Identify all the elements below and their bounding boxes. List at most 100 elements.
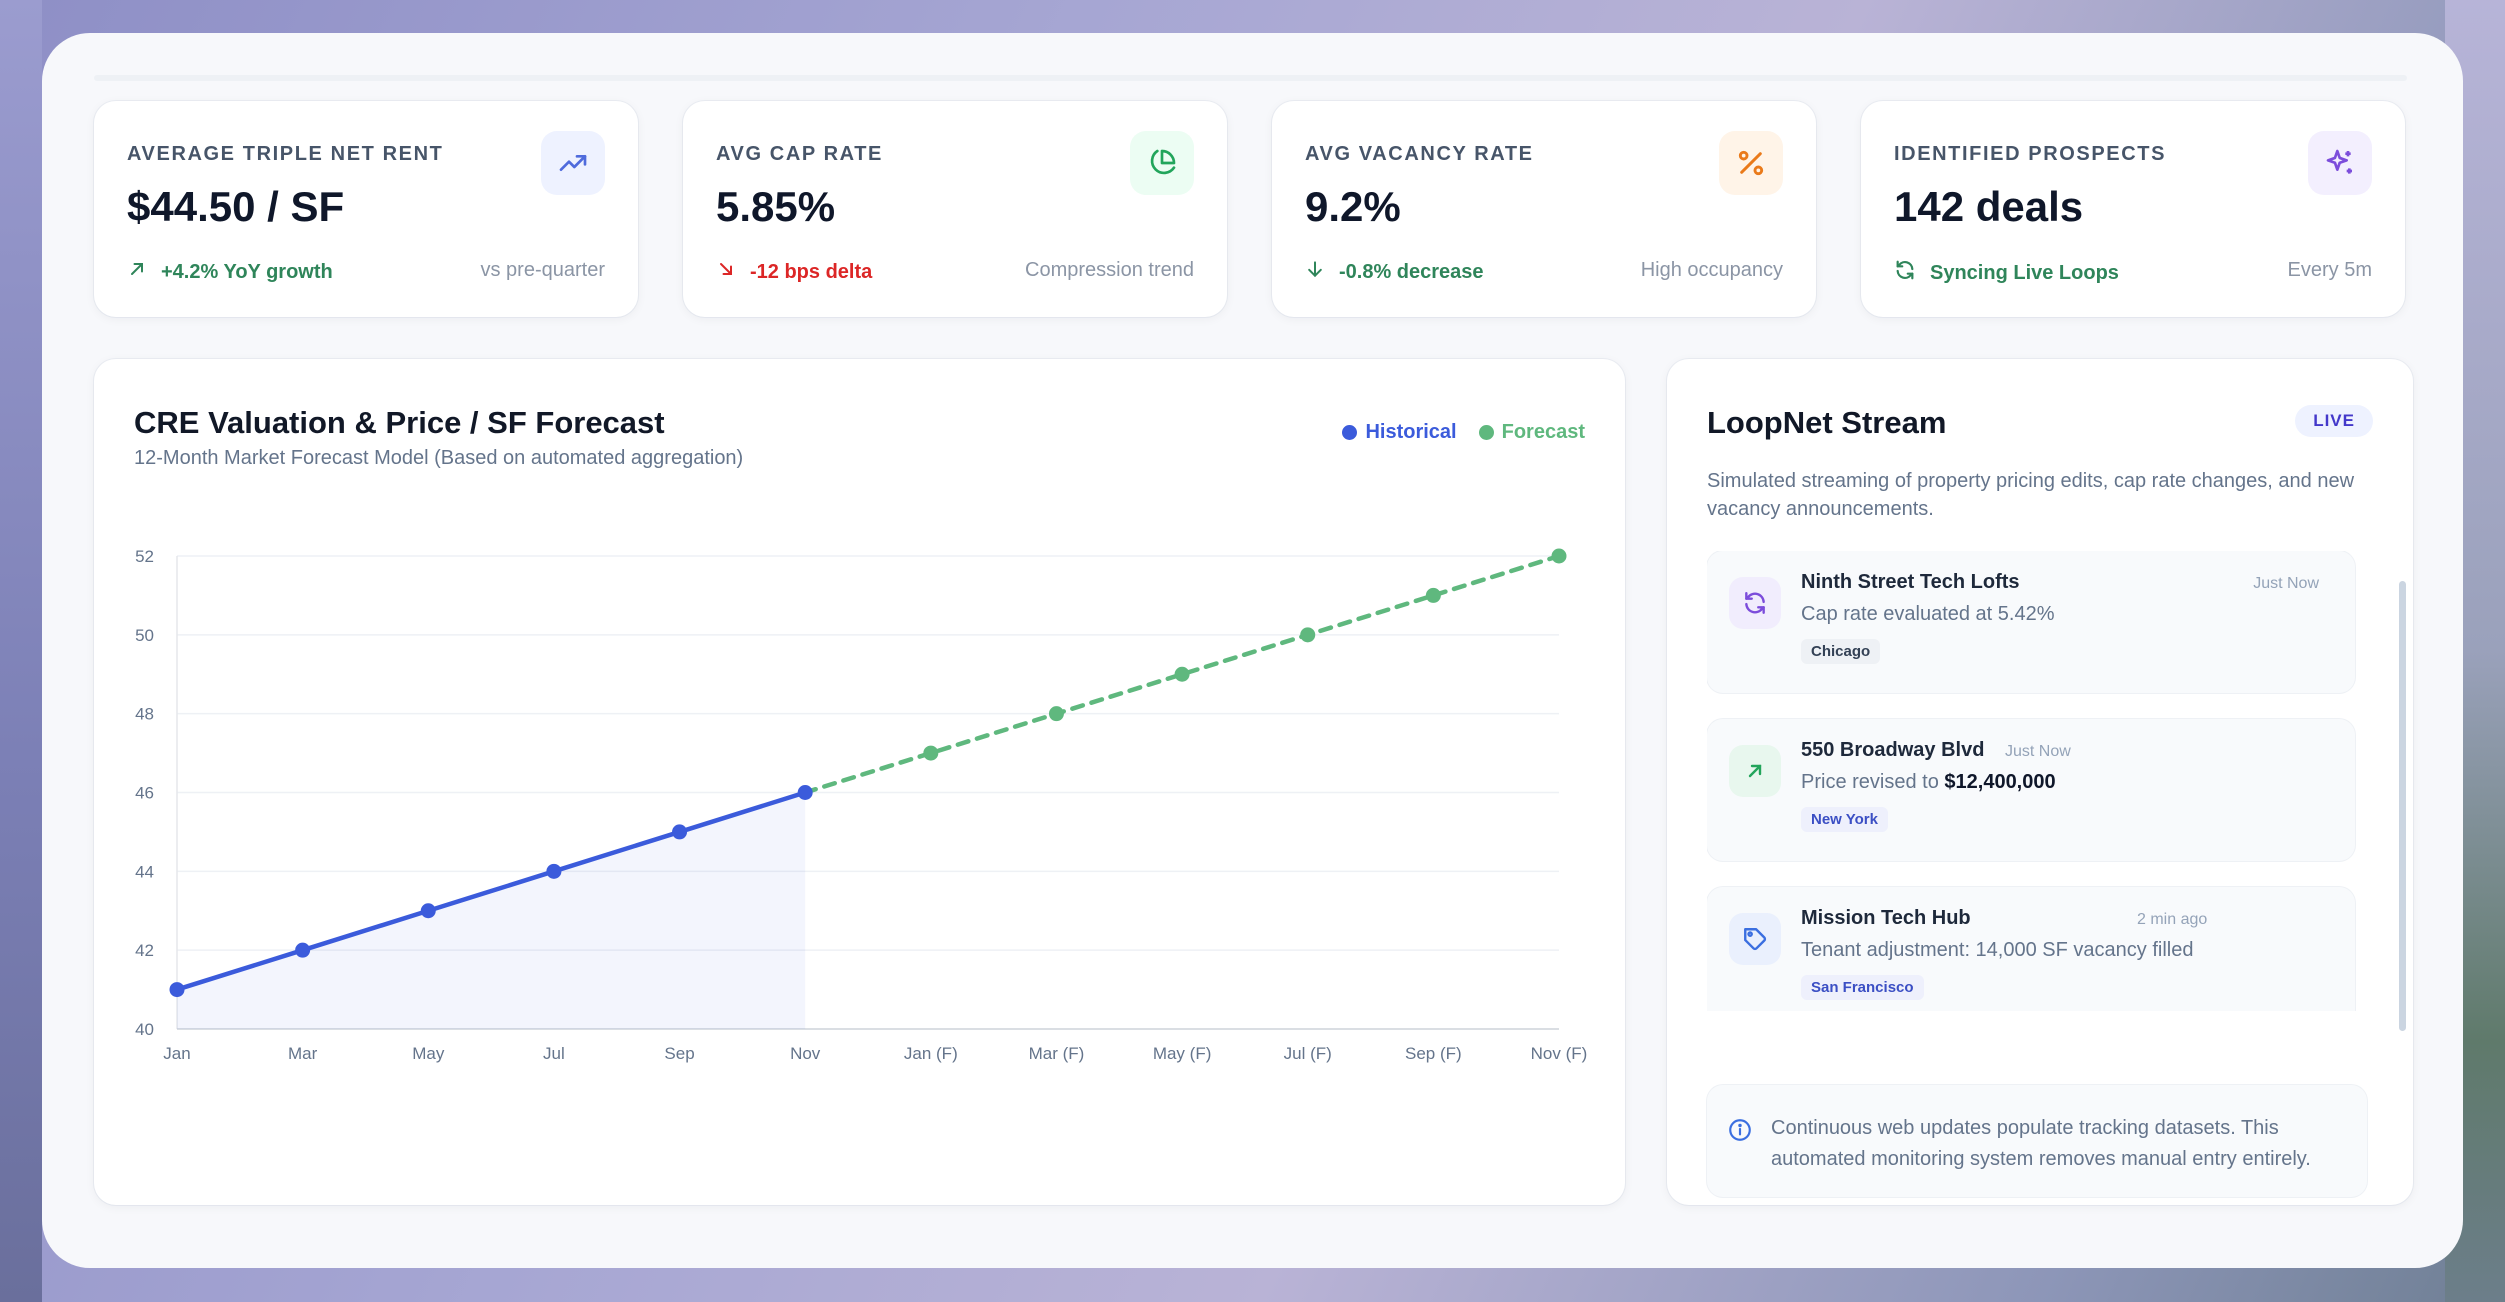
location-tag: New York bbox=[1801, 807, 1888, 832]
x-tick-label: Nov bbox=[790, 1044, 821, 1063]
kpi-label: IDENTIFIED PROSPECTS bbox=[1894, 143, 2167, 165]
live-badge: LIVE bbox=[2295, 405, 2373, 437]
historical-line bbox=[176, 790, 806, 992]
historical-point bbox=[546, 863, 562, 879]
historical-point bbox=[169, 982, 185, 998]
kpi-trend: Syncing Live Loops bbox=[1930, 261, 2119, 284]
x-tick-label: Jan bbox=[163, 1044, 190, 1063]
kpi-value: 142 deals bbox=[1894, 183, 2084, 230]
chart-legend: Historical Forecast bbox=[1342, 421, 1585, 444]
forecast-point bbox=[1174, 666, 1190, 682]
kpi-value: 9.2% bbox=[1305, 183, 1401, 230]
historical-area bbox=[177, 792, 806, 1029]
item-time: 2 min ago bbox=[2137, 911, 2208, 928]
legend-dot-icon bbox=[1478, 425, 1494, 440]
refresh-icon bbox=[1729, 577, 1781, 629]
chart-title: CRE Valuation & Price / SF Forecast bbox=[134, 405, 665, 440]
item-time: Just Now bbox=[2005, 743, 2071, 760]
kpi-card-vacancy: AVG VACANCY RATE 9.2% -0.8% decrease Hig… bbox=[1272, 101, 1816, 317]
forecast-point bbox=[1425, 587, 1441, 603]
y-tick-label: 42 bbox=[135, 941, 154, 960]
x-tick-label: Mar bbox=[288, 1044, 318, 1063]
location-tag: San Francisco bbox=[1801, 975, 1924, 1000]
chart-subtitle: 12-Month Market Forecast Model (Based on… bbox=[134, 447, 744, 469]
kpi-value: 5.85% bbox=[716, 183, 836, 230]
x-tick-label: Mar (F) bbox=[1029, 1044, 1085, 1063]
historical-point bbox=[295, 942, 311, 958]
x-tick-label: Jul bbox=[543, 1044, 565, 1063]
legend-forecast-label: Forecast bbox=[1501, 421, 1585, 443]
x-tick-label: Jul (F) bbox=[1284, 1044, 1332, 1063]
forecast-point bbox=[1300, 627, 1316, 643]
tag-icon bbox=[1729, 913, 1781, 965]
arrow-down-right-icon bbox=[716, 259, 736, 285]
loopnet-stream-card: LoopNet Stream LIVE Simulated streaming … bbox=[1667, 359, 2413, 1205]
item-title: 550 Broadway Blvd bbox=[1801, 739, 1985, 761]
x-tick-label: Nov (F) bbox=[1531, 1044, 1588, 1063]
kpi-trend: -0.8% decrease bbox=[1339, 260, 1484, 283]
item-text: Tenant adjustment: 14,000 SF vacancy fil… bbox=[1801, 939, 2193, 962]
stream-description: Simulated streaming of property pricing … bbox=[1707, 470, 2355, 520]
stream-title: LoopNet Stream bbox=[1707, 405, 1947, 440]
pie-chart-icon bbox=[1130, 131, 1194, 195]
info-icon bbox=[1727, 1117, 1753, 1148]
y-tick-label: 46 bbox=[135, 784, 154, 803]
x-tick-label: Sep (F) bbox=[1405, 1044, 1462, 1063]
y-tick-label: 52 bbox=[135, 547, 154, 566]
refresh-icon bbox=[1894, 259, 1916, 287]
historical-point bbox=[420, 903, 436, 919]
stream-feed[interactable]: Ninth Street Tech Lofts Just Now Cap rat… bbox=[1707, 551, 2367, 1011]
forecast-chart-card: CRE Valuation & Price / SF Forecast 12-M… bbox=[94, 359, 1625, 1205]
item-text-main: Price revised to bbox=[1801, 771, 1945, 793]
historical-point bbox=[797, 785, 813, 800]
info-box: Continuous web updates populate tracking… bbox=[1707, 1085, 2367, 1197]
legend-dot-icon bbox=[1342, 425, 1358, 440]
item-title: Mission Tech Hub bbox=[1801, 907, 1971, 929]
kpi-trend: -12 bps delta bbox=[750, 260, 873, 283]
kpi-card-rent: AVERAGE TRIPLE NET RENT $44.50 / SF +4.2… bbox=[94, 101, 638, 317]
kpi-label: AVG CAP RATE bbox=[716, 143, 883, 165]
feed-scrollbar[interactable] bbox=[2399, 581, 2406, 1031]
list-item[interactable]: 550 Broadway Blvd Just Now Price revised… bbox=[1707, 719, 2355, 861]
item-title: Ninth Street Tech Lofts bbox=[1801, 571, 2020, 593]
x-tick-label: May (F) bbox=[1153, 1044, 1212, 1063]
legend-historical-label: Historical bbox=[1365, 421, 1457, 443]
forecast-point bbox=[1551, 548, 1567, 564]
item-time: Just Now bbox=[2253, 575, 2319, 592]
kpi-note: Every 5m bbox=[2287, 259, 2372, 281]
percent-icon bbox=[1719, 131, 1783, 195]
legend-forecast[interactable]: Forecast bbox=[1478, 421, 1585, 444]
kpi-card-prospects: IDENTIFIED PROSPECTS 142 deals Syncing L… bbox=[1861, 101, 2405, 317]
sparkles-icon bbox=[2308, 131, 2372, 195]
forecast-point bbox=[1048, 706, 1064, 722]
list-item[interactable]: Ninth Street Tech Lofts Just Now Cap rat… bbox=[1707, 551, 2355, 693]
kpi-note: High occupancy bbox=[1640, 259, 1783, 281]
dashboard-frame: AVERAGE TRIPLE NET RENT $44.50 / SF +4.2… bbox=[42, 33, 2463, 1268]
arrow-up-right-icon bbox=[127, 259, 147, 285]
y-tick-label: 44 bbox=[135, 862, 154, 881]
item-text-main: Tenant adjustment: 14,000 SF vacancy fil… bbox=[1801, 939, 2194, 961]
kpi-card-cap-rate: AVG CAP RATE 5.85% -12 bps delta Compres… bbox=[683, 101, 1227, 317]
y-tick-label: 40 bbox=[135, 1020, 154, 1039]
historical-point bbox=[672, 824, 688, 840]
arrow-down-icon bbox=[1305, 259, 1325, 285]
line-chart: 40 42 44 46 48 50 52 Jan Mar May Jul Sep Nov Jan (F) M… bbox=[135, 547, 1588, 1063]
item-text: Cap rate evaluated at 5.42% bbox=[1801, 603, 2055, 626]
kpi-note: Compression trend bbox=[1025, 259, 1194, 281]
list-item[interactable]: Mission Tech Hub 2 min ago Tenant adjust… bbox=[1707, 887, 2355, 1011]
kpi-label: AVG VACANCY RATE bbox=[1305, 143, 1534, 165]
item-text-main: Cap rate evaluated at 5.42% bbox=[1801, 603, 2055, 625]
info-text: Continuous web updates populate tracking… bbox=[1771, 1117, 2311, 1170]
legend-historical[interactable]: Historical bbox=[1342, 421, 1457, 444]
item-price: $12,400,000 bbox=[1944, 771, 2056, 793]
y-tick-label: 48 bbox=[135, 705, 154, 724]
trending-up-icon bbox=[541, 131, 605, 195]
item-text: Price revised to $12,400,000 bbox=[1801, 771, 2056, 794]
kpi-value: $44.50 / SF bbox=[127, 183, 345, 230]
x-tick-label: Sep bbox=[664, 1044, 694, 1063]
y-tick-label: 50 bbox=[135, 626, 154, 645]
forecast-point bbox=[923, 745, 939, 761]
x-tick-label: Jan (F) bbox=[904, 1044, 958, 1063]
arrow-up-right-icon bbox=[1729, 745, 1781, 797]
kpi-note: vs pre-quarter bbox=[480, 259, 606, 281]
